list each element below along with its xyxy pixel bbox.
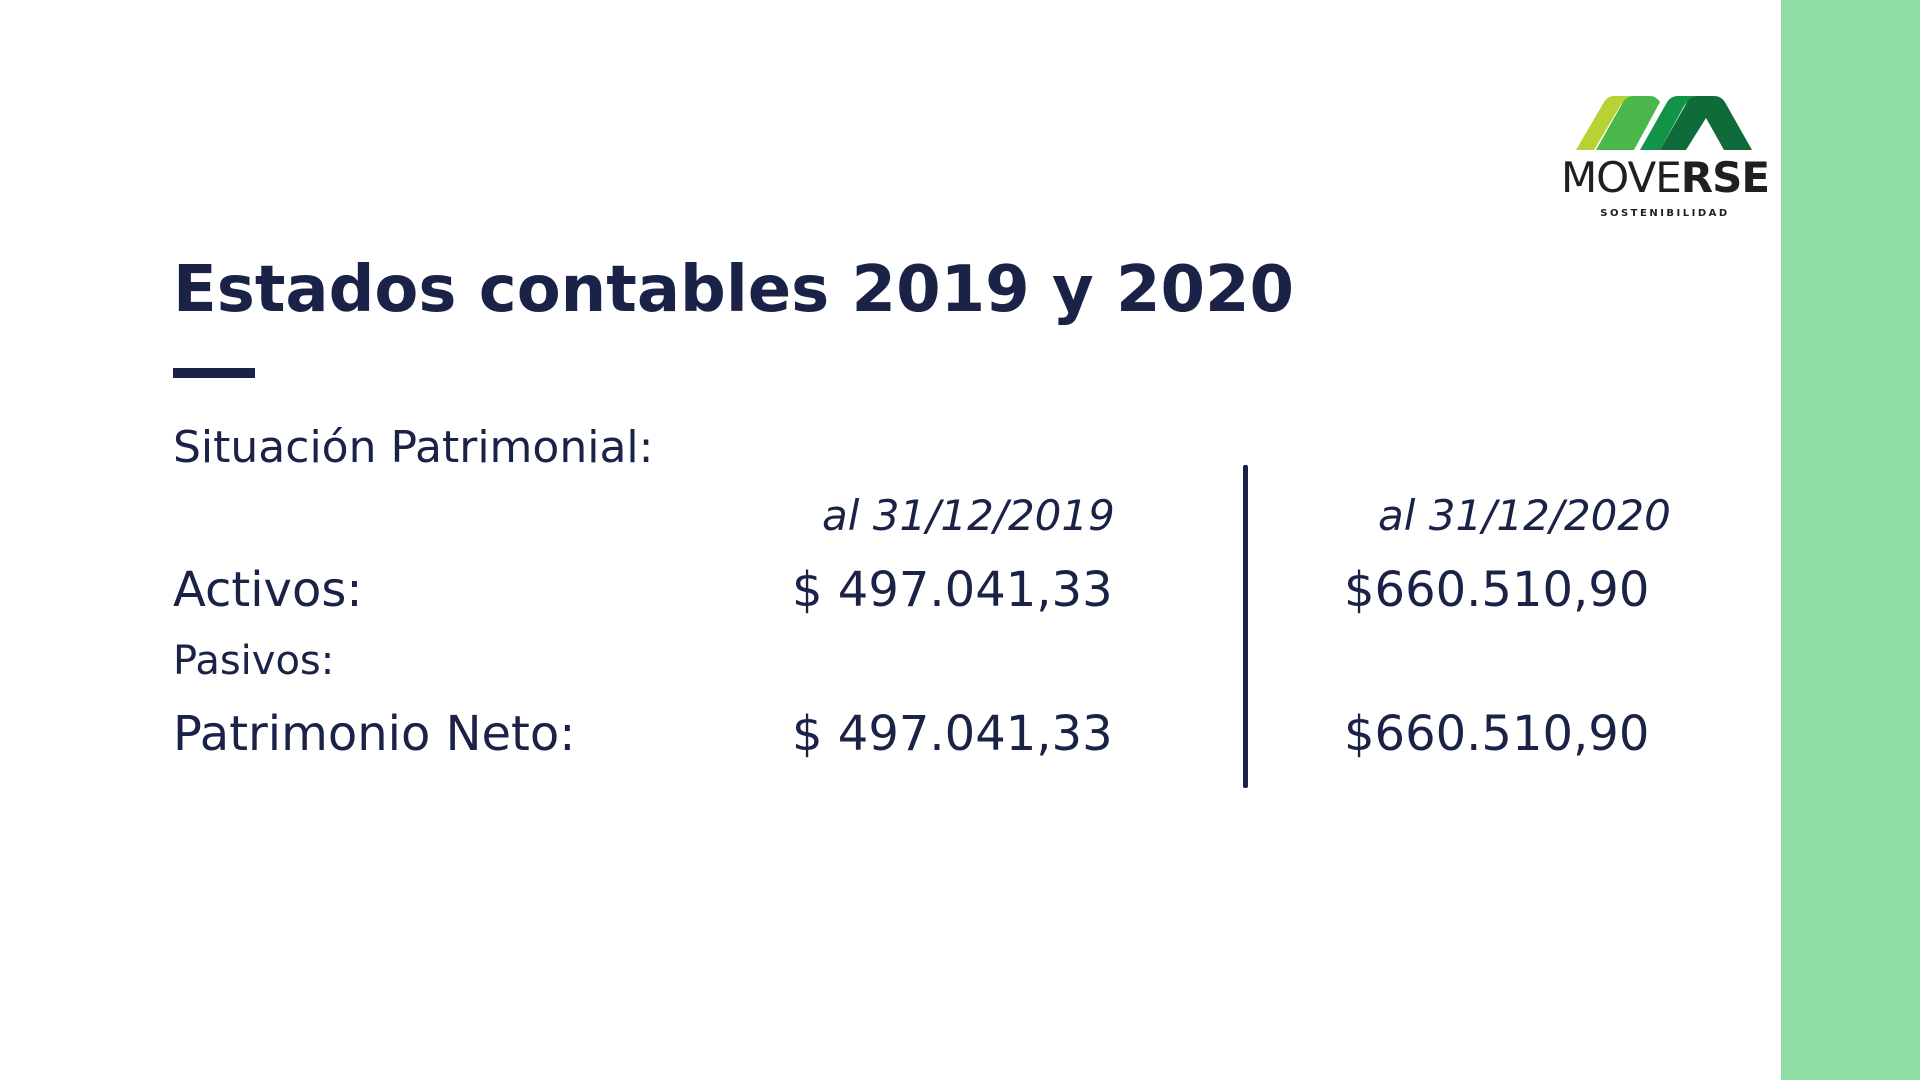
page-title: Estados contables 2019 y 2020 bbox=[173, 253, 1295, 327]
logo-peak-mid-green bbox=[1640, 96, 1696, 150]
column-header-2019: al 31/12/2019 bbox=[822, 491, 1115, 540]
column-header-2020: al 31/12/2020 bbox=[1378, 491, 1671, 540]
patrimonio-neto-value-2019: $ 497.041,33 bbox=[792, 706, 1113, 762]
row-label-activos: Activos: bbox=[173, 562, 363, 618]
row-label-pasivos: Pasivos: bbox=[173, 638, 335, 684]
logo-wordmark: MOVERSE bbox=[1550, 154, 1780, 202]
activos-value-2020: $660.510,90 bbox=[1344, 562, 1650, 618]
logo-peak-dark-green bbox=[1660, 96, 1752, 150]
logo-tagline: SOSTENIBILIDAD bbox=[1600, 208, 1730, 219]
column-divider bbox=[1243, 465, 1248, 788]
logo-word-bold: RSE bbox=[1680, 153, 1770, 202]
title-underline bbox=[173, 368, 255, 378]
section-label: Situación Patrimonial: bbox=[173, 422, 654, 473]
logo-peak-lime bbox=[1576, 96, 1632, 150]
activos-value-2019: $ 497.041,33 bbox=[792, 562, 1113, 618]
accent-band bbox=[1781, 0, 1920, 1080]
moverse-logo: MOVERSE SOSTENIBILIDAD bbox=[1550, 88, 1780, 228]
patrimonio-neto-value-2020: $660.510,90 bbox=[1344, 706, 1650, 762]
row-label-patrimonio-neto: Patrimonio Neto: bbox=[173, 706, 576, 762]
logo-peak-green bbox=[1596, 96, 1660, 150]
logo-word-light: MOVE bbox=[1560, 153, 1682, 202]
logo-mountain-mark bbox=[1576, 96, 1752, 150]
